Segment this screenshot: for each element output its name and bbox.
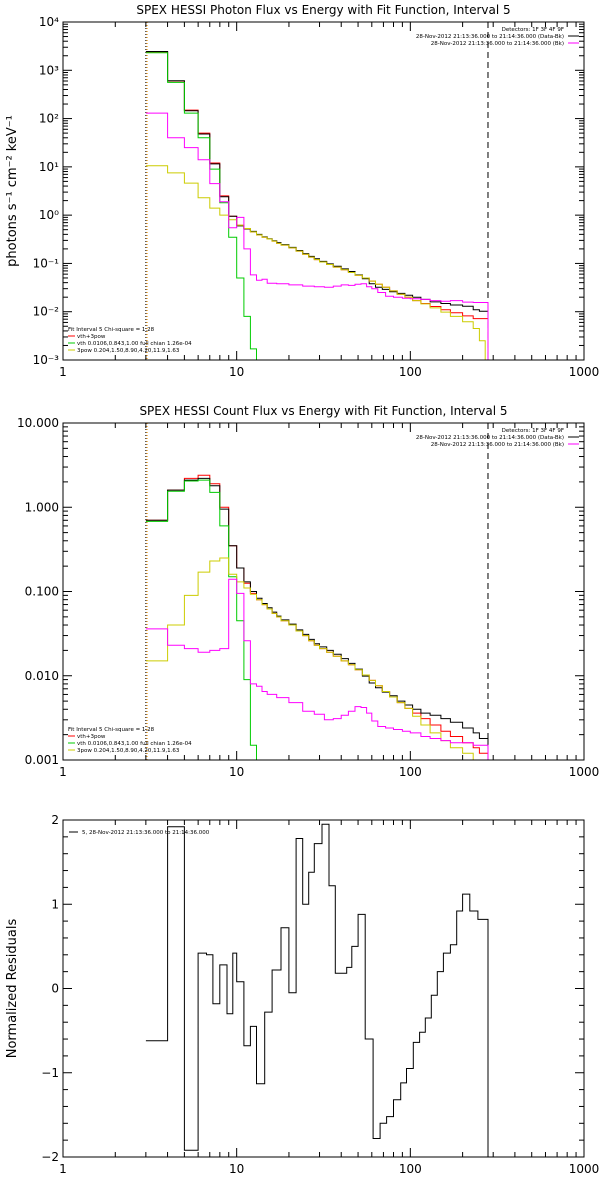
legend-entry-topleft: 5, 28-Nov-2012 21:13:36.000 to 21:14:36.… bbox=[82, 830, 210, 836]
y-tick-label: 0.001 bbox=[25, 753, 59, 767]
legend-entry-bottomleft: 3pow 0.204,1.50,8.90,4.20,11.9,1.63 bbox=[77, 348, 180, 354]
legend-entry-topright: 28-Nov-2012 21:13:36.000 to 21:14:36.000… bbox=[431, 41, 564, 47]
legend-entry-bottomleft: vth 0.0106,0.843,1.00 full chian 1.26e-0… bbox=[77, 741, 192, 747]
series-line-data-bk bbox=[145, 51, 489, 360]
legend-entry-bottomleft: 3pow 0.204,1.50,8.90,4.20,11.9,1.63 bbox=[77, 748, 180, 754]
x-tick-label: 10 bbox=[229, 1162, 244, 1176]
y-axis-label: Normalized Residuals bbox=[5, 919, 20, 1059]
y-tick-label: 0.010 bbox=[25, 669, 59, 683]
y-tick-label: 0 bbox=[51, 982, 59, 996]
series-line-vth bbox=[145, 52, 262, 360]
x-tick-label: 1000 bbox=[569, 365, 600, 379]
chart-panel-3: 1 10 100 1000 −2 −1 0 1 2 Normalized Residuals 5, … bbox=[5, 813, 599, 1176]
y-tick-label: 2 bbox=[51, 813, 59, 827]
y-tick-label: 10.000 bbox=[17, 416, 59, 430]
legend-entry-topright: 28-Nov-2012 21:13:36.000 to 21:14:36.000… bbox=[431, 442, 564, 448]
legend-entry-topright: 28-Nov-2012 21:13:36.000 to 21:14:36.000… bbox=[416, 34, 564, 40]
series-line-vth bbox=[145, 479, 262, 760]
y-tick-label: 10³ bbox=[39, 63, 59, 77]
series-line-vth-3pow bbox=[145, 51, 489, 360]
y-tick-label: 10⁻³ bbox=[33, 353, 60, 367]
y-tick-label: 10⁴ bbox=[39, 15, 59, 29]
y-tick-label: −2 bbox=[41, 1150, 59, 1164]
x-tick-label: 1000 bbox=[569, 765, 600, 779]
x-tick-label: 1 bbox=[59, 1162, 67, 1176]
legend-entry-bottomleft: vth+3pow bbox=[77, 334, 106, 340]
chart-panel-2: SPEX HESSI Count Flux vs Energy with Fit… bbox=[17, 404, 599, 779]
y-tick-label: 1 bbox=[51, 897, 59, 911]
legend-entry-bottomleft: vth+3pow bbox=[77, 734, 106, 740]
series-line-3pow bbox=[145, 165, 488, 360]
chart-panel-1: SPEX HESSI Photon Flux vs Energy with Fi… bbox=[5, 3, 599, 379]
legend-entry-bottomleft: Fit Interval 5 Chi-square = 1.28 bbox=[68, 727, 155, 733]
series-line-data-bk bbox=[145, 477, 489, 760]
y-tick-label: 1.000 bbox=[25, 500, 59, 514]
legend-entry-bottomleft: vth 0.0106,0.843,1.00 full chian 1.26e-0… bbox=[77, 341, 192, 347]
legend-entry-topright: 28-Nov-2012 21:13:36.000 to 21:14:36.000… bbox=[416, 435, 564, 441]
series-line-5-28-nov-2012-21-13-36-000-to-21-14-36-000 bbox=[145, 823, 489, 1157]
series-line-bk bbox=[145, 578, 489, 760]
y-tick-label: 0.100 bbox=[25, 585, 59, 599]
x-tick-label: 100 bbox=[399, 1162, 422, 1176]
x-tick-label: 10 bbox=[229, 365, 244, 379]
plot-frame bbox=[62, 422, 585, 761]
y-tick-label: 10² bbox=[39, 112, 59, 126]
x-tick-label: 100 bbox=[399, 765, 422, 779]
y-tick-label: 10¹ bbox=[39, 160, 59, 174]
y-tick-label: −1 bbox=[41, 1066, 59, 1080]
plot-frame bbox=[62, 819, 585, 1158]
plot-frame bbox=[62, 21, 585, 361]
y-tick-label: 10⁰ bbox=[39, 208, 59, 222]
legend-entry-topright: Detectors: 1F 3F 4F 9F bbox=[502, 27, 564, 33]
x-tick-label: 10 bbox=[229, 765, 244, 779]
legend-entry-bottomleft: Fit Interval 5 Chi-square = 1.28 bbox=[68, 327, 155, 333]
y-tick-label: 10⁻² bbox=[33, 305, 60, 319]
y-axis-label: photons s⁻¹ cm⁻² keV⁻¹ bbox=[5, 115, 20, 267]
series-line-vth-3pow bbox=[145, 474, 489, 760]
legend-entry-topright: Detectors: 1F 3F 4F 9F bbox=[502, 428, 564, 434]
x-tick-label: 100 bbox=[399, 365, 422, 379]
series-line-3pow bbox=[145, 557, 480, 760]
y-tick-label: 10⁻¹ bbox=[33, 256, 60, 270]
series-line-bk bbox=[145, 112, 489, 360]
x-tick-label: 1 bbox=[59, 765, 67, 779]
chart-title: SPEX HESSI Photon Flux vs Energy with Fi… bbox=[136, 3, 510, 17]
chart-title: SPEX HESSI Count Flux vs Energy with Fit… bbox=[139, 404, 507, 418]
x-tick-label: 1 bbox=[59, 365, 67, 379]
x-tick-label: 1000 bbox=[569, 1162, 600, 1176]
